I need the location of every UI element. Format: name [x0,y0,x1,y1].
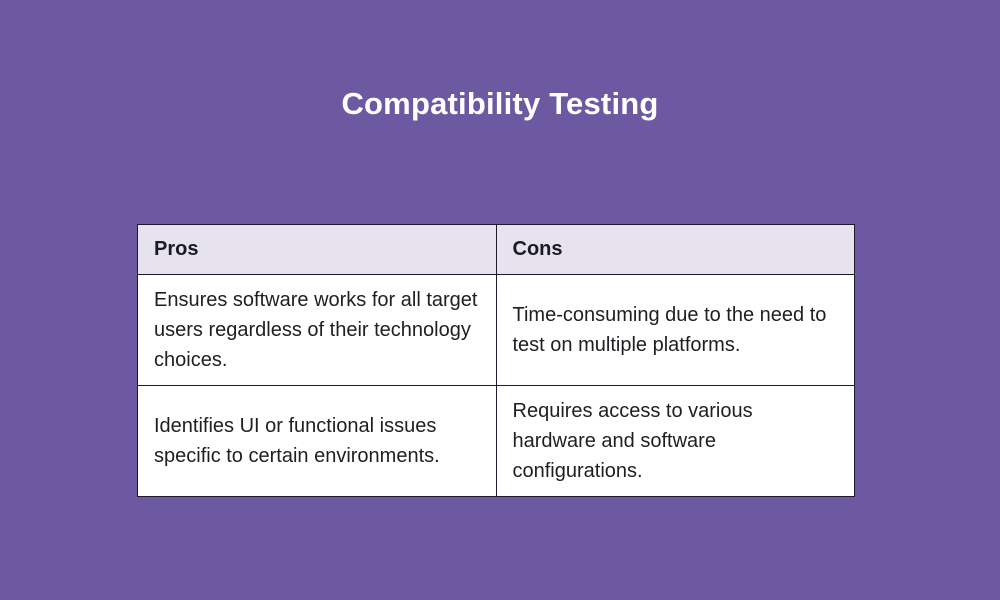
cons-cell-1: Time-consuming due to the need to test o… [495,274,855,386]
table-row: Identifies UI or functional issues speci… [137,385,855,497]
pros-cons-table: Pros Cons Ensures software works for all… [137,224,855,497]
pros-cell-2: Identifies UI or functional issues speci… [137,385,497,497]
page-title: Compatibility Testing [341,86,659,121]
table-row: Ensures software works for all target us… [137,274,855,386]
cons-cell-2: Requires access to various hardware and … [495,385,855,497]
table-header-row: Pros Cons [137,224,855,275]
pros-cell-1: Ensures software works for all target us… [137,274,497,386]
pros-column-header: Pros [137,224,497,275]
cons-column-header: Cons [495,224,855,275]
